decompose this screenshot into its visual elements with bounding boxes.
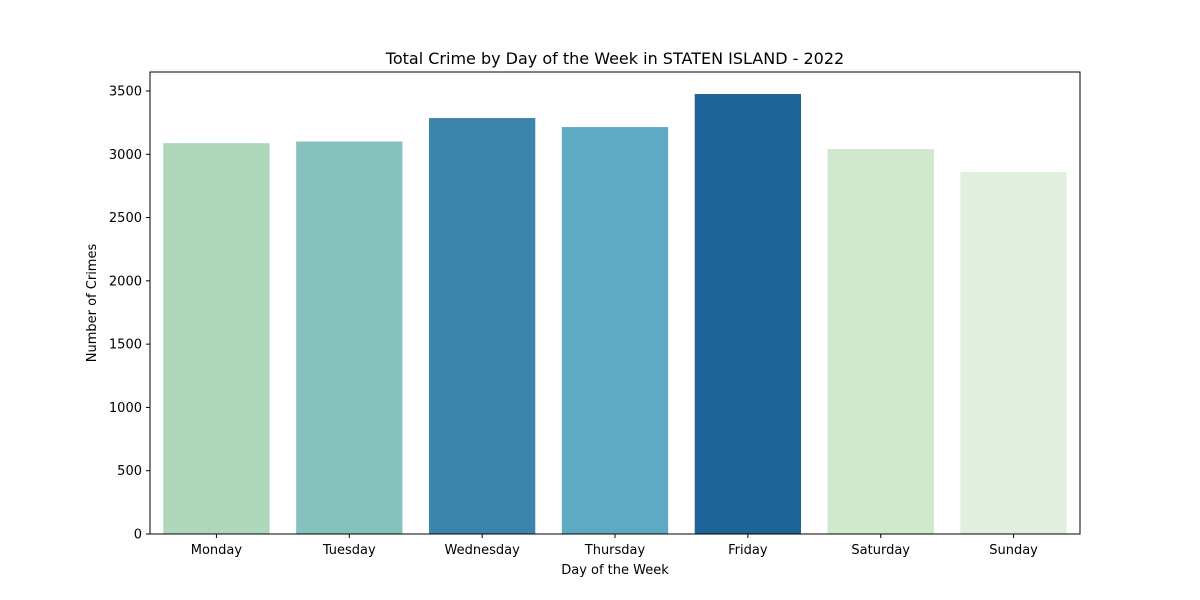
plot-frame — [149, 71, 1081, 535]
y-tick-label-3000: 3000 — [109, 148, 142, 163]
x-tick-label-tuesday: Tuesday — [322, 543, 376, 558]
y-axis-ticks: 0 500 1000 1500 2000 2500 3000 3500 — [109, 84, 150, 543]
y-axis-label: Number of Crimes — [85, 244, 100, 363]
bars-group — [163, 94, 1067, 535]
bar-friday — [694, 94, 801, 535]
x-axis-label: Day of the Week — [561, 563, 669, 578]
bar-tuesday — [296, 141, 403, 535]
x-tick-label-wednesday: Wednesday — [445, 543, 521, 558]
y-tick-label-1500: 1500 — [109, 338, 142, 353]
chart-title: Total Crime by Day of the Week in STATEN… — [385, 49, 844, 68]
bar-thursday — [561, 127, 669, 534]
bar-monday — [163, 143, 270, 534]
y-tick-label-2500: 2500 — [109, 211, 142, 226]
y-tick-label-1000: 1000 — [109, 401, 142, 416]
x-tick-label-friday: Friday — [728, 543, 768, 558]
x-tick-label-saturday: Saturday — [851, 543, 910, 558]
y-tick-label-500: 500 — [117, 464, 142, 479]
x-axis-ticks: Monday Tuesday Wednesday Thursday Friday Satu… — [191, 534, 1038, 558]
y-tick-label-3500: 3500 — [109, 84, 142, 99]
y-tick-label-0: 0 — [134, 528, 142, 543]
bar-saturday — [827, 149, 934, 534]
x-tick-label-monday: Monday — [191, 543, 243, 558]
bar-wednesday — [429, 118, 536, 534]
x-tick-label-sunday: Sunday — [989, 543, 1038, 558]
y-tick-label-2000: 2000 — [109, 274, 142, 289]
bar-sunday — [960, 172, 1067, 534]
x-tick-label-thursday: Thursday — [584, 543, 646, 558]
